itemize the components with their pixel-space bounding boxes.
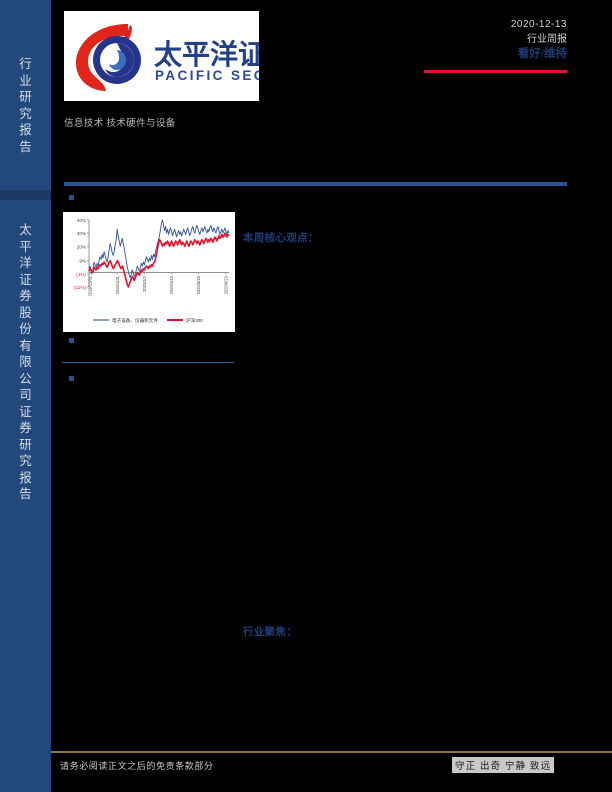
sidebar-char: 券: [19, 421, 32, 435]
footer-slogan: 守正 出奇 宁静 致远: [452, 757, 555, 773]
sidebar-char: 有: [19, 338, 32, 353]
svg-text:沪深300: 沪深300: [186, 317, 203, 324]
svg-text:2020/6/23: 2020/6/23: [223, 275, 228, 294]
svg-text:2020/4/13: 2020/4/13: [169, 275, 174, 294]
sidebar-char: 限: [19, 355, 32, 369]
svg-text:20%: 20%: [77, 244, 86, 249]
sidebar-char: 研: [19, 437, 32, 452]
sidebar-divider-band: [0, 190, 51, 200]
sidebar-bottom-band: [0, 200, 51, 792]
bullet-marker-1: [69, 195, 74, 200]
sidebar-char: 业: [19, 73, 32, 88]
title-separator-bar: [64, 182, 567, 186]
industry-focus-heading: 行业聚焦：: [243, 627, 297, 638]
bullet-marker-3: [69, 376, 74, 381]
footer-disclaimer: 请务必阅读正文之后的免责条款部分: [60, 761, 214, 771]
sidebar-char: 洋: [19, 256, 32, 270]
sidebar-char: 行: [19, 57, 32, 71]
core-view-heading: 本周核心观点：: [243, 233, 319, 244]
sidebar-char: 研: [19, 90, 32, 104]
sidebar-company-label: 太平洋证券股份有限公司证券研究报告: [0, 222, 51, 503]
logo-english-text: PACIFIC SECURITIES: [155, 68, 259, 83]
sidebar-top-band: [0, 0, 51, 190]
sidebar-char: 报: [19, 470, 32, 485]
industry-classification: 信息技术 技术硬件与设备: [64, 119, 176, 129]
sidebar-char: 券: [19, 289, 32, 303]
sidebar-char: 证: [19, 404, 32, 419]
sidebar-char: 证: [19, 272, 32, 287]
sidebar-char: 太: [19, 223, 32, 237]
sidebar-char: 报: [19, 123, 32, 137]
sidebar-char: 公: [19, 371, 32, 386]
sidebar-thin-rule: [62, 362, 234, 363]
svg-text:(1%): (1%): [76, 272, 86, 277]
svg-text:电子设备、仪器和元件: 电子设备、仪器和元件: [112, 317, 158, 324]
performance-chart: 40% 30% 20% 9% (1%) (11%) 2019/12/31 2020/1/31 2…: [63, 212, 235, 332]
svg-text:30%: 30%: [77, 231, 86, 236]
report-rating: 看好/维持: [517, 48, 567, 60]
svg-text:2019/12/31: 2019/12/31: [88, 275, 93, 296]
svg-text:2020/3/2: 2020/3/2: [142, 275, 147, 292]
sidebar-char: 股: [19, 305, 32, 320]
report-meta: 2020-12-13 行业周报 看好/维持: [367, 17, 567, 62]
svg-text:40%: 40%: [77, 218, 86, 223]
sidebar-char: 司: [19, 388, 32, 402]
svg-text:(11%): (11%): [74, 285, 86, 290]
svg-text:2020/1/31: 2020/1/31: [115, 275, 120, 294]
pacific-securities-logo-icon: [76, 24, 141, 91]
sidebar-char: 平: [19, 239, 32, 254]
sidebar-char: 究: [19, 106, 32, 121]
header-red-rule: [424, 70, 567, 73]
report-type: 行业周报: [527, 34, 567, 45]
svg-text:2020/5/18: 2020/5/18: [196, 275, 201, 294]
bullet-marker-2: [69, 338, 74, 343]
sidebar-report-type-label: 行业研究报告: [0, 56, 51, 155]
sidebar-char: 究: [19, 454, 32, 468]
footer-rule: [51, 751, 612, 753]
sidebar-char: 告: [19, 139, 32, 154]
report-date: 2020-12-13: [510, 19, 567, 30]
sidebar-char: 份: [19, 322, 32, 336]
svg-text:9%: 9%: [79, 259, 86, 264]
sidebar-char: 告: [19, 487, 32, 501]
